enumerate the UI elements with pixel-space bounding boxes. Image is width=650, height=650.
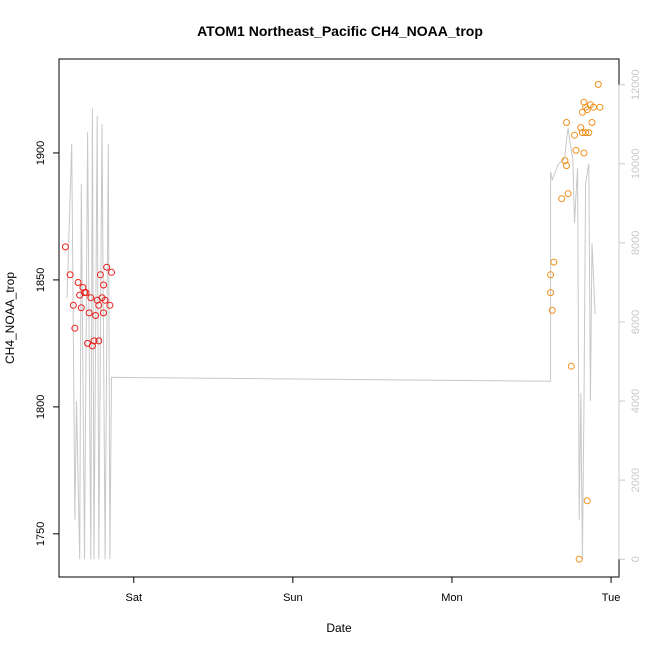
data-point-series-2 xyxy=(596,103,604,111)
y-tick-label: 1900 xyxy=(35,141,47,165)
x-tick-label: Sun xyxy=(283,592,303,604)
y2-tick-label: 2000 xyxy=(630,468,642,492)
data-point-series-1 xyxy=(106,301,114,309)
altitude-line-layer xyxy=(66,108,596,560)
y2-tick-label: 6000 xyxy=(630,310,642,334)
data-point-series-1 xyxy=(66,271,74,279)
data-point-series-2 xyxy=(561,157,569,165)
data-point-series-1 xyxy=(95,337,103,345)
data-point-series-2 xyxy=(564,190,572,198)
y2-tick-label: 12000 xyxy=(630,69,642,100)
data-point-series-2 xyxy=(583,497,591,505)
data-point-series-2 xyxy=(550,258,558,266)
data-point-series-2 xyxy=(547,289,555,297)
data-point-series-2 xyxy=(582,129,590,137)
data-point-series-2 xyxy=(575,555,583,563)
data-point-series-2 xyxy=(572,146,580,154)
y-tick-label: 1800 xyxy=(35,395,47,419)
chart-title: ATOM1 Northeast_Pacific CH4_NOAA_trop xyxy=(197,23,483,39)
x-tick-label: Sat xyxy=(126,592,143,604)
altitude-line xyxy=(66,108,596,560)
plot-frame xyxy=(58,58,620,578)
data-point-series-2 xyxy=(563,119,570,126)
data-point-series-1 xyxy=(71,324,79,332)
data-point-series-2 xyxy=(585,129,593,137)
y2-tick-label: 0 xyxy=(630,556,642,562)
data-point-series-1 xyxy=(95,301,103,309)
data-point-series-1 xyxy=(69,301,77,309)
data-point-series-1 xyxy=(103,263,111,271)
data-point-series-1 xyxy=(87,294,95,302)
data-point-series-2 xyxy=(548,306,556,314)
data-point-series-2 xyxy=(558,195,566,203)
data-point-series-1 xyxy=(77,304,85,312)
axes-layer: Sat Sun Mon Tue 1750 1800 1850 1900 0 2000 4000 600… xyxy=(35,69,642,604)
data-point-series-1 xyxy=(85,309,93,317)
y-tick-label: 1750 xyxy=(35,522,47,546)
y-axis-label: CH4_NOAA_trop xyxy=(3,272,17,364)
data-point-series-1 xyxy=(101,296,109,304)
data-point-series-2 xyxy=(583,106,591,114)
data-point-series-1 xyxy=(61,243,69,251)
y2-tick-label: 10000 xyxy=(630,148,642,179)
data-point-series-2 xyxy=(594,80,602,88)
data-point-series-2 xyxy=(588,119,596,126)
data-point-series-1 xyxy=(90,337,98,345)
data-point-series-1 xyxy=(100,281,107,289)
data-point-series-2 xyxy=(571,131,578,139)
data-point-series-1 xyxy=(100,309,107,317)
x-axis-label: Date xyxy=(326,621,352,635)
data-point-series-2 xyxy=(580,98,588,106)
data-point-series-1 xyxy=(82,289,90,297)
data-point-series-1 xyxy=(96,271,104,279)
data-point-series-1 xyxy=(88,342,96,350)
data-point-series-2 xyxy=(567,362,575,370)
y2-tick-label: 4000 xyxy=(630,389,642,413)
data-point-series-2 xyxy=(563,162,570,170)
data-point-series-2 xyxy=(547,271,555,279)
x-tick-label: Tue xyxy=(602,592,621,604)
data-point-series-2 xyxy=(580,149,588,157)
y2-tick-label: 8000 xyxy=(630,231,642,255)
data-point-series-1 xyxy=(108,268,115,276)
y-tick-label: 1850 xyxy=(35,268,47,292)
points-layer xyxy=(61,80,604,563)
data-point-series-2 xyxy=(577,124,585,132)
x-tick-label: Mon xyxy=(441,592,462,604)
data-point-series-1 xyxy=(74,279,82,286)
data-point-series-1 xyxy=(92,312,100,319)
